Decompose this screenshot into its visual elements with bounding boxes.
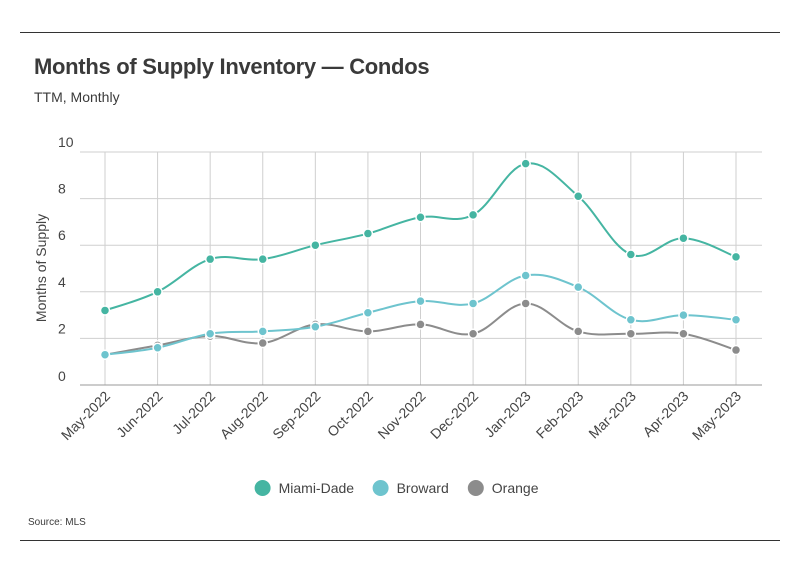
x-tick-label: May-2022 [58, 388, 113, 443]
data-point-broward [362, 307, 374, 319]
x-tick-label: Jul-2022 [169, 388, 218, 437]
y-tick-label: 2 [58, 320, 66, 336]
top-rule [20, 32, 780, 33]
x-tick-label: Mar-2023 [585, 388, 639, 442]
data-point-orange [467, 328, 479, 339]
data-point-broward [520, 270, 531, 281]
x-tick-label: Jun-2022 [113, 388, 166, 441]
data-point-miami-dade [257, 253, 268, 265]
legend-swatch-orange [467, 480, 484, 496]
data-point-miami-dade [99, 305, 111, 316]
legend-label-broward: Broward [397, 480, 449, 496]
x-tick-label: Aug-2022 [217, 388, 271, 442]
data-point-broward [467, 298, 479, 309]
bottom-rule [20, 540, 780, 541]
data-point-miami-dade [467, 209, 479, 221]
data-point-miami-dade [152, 286, 163, 298]
chart-title: Months of Supply Inventory — Condos [34, 54, 430, 79]
data-point-broward [678, 309, 689, 321]
grid-lines [80, 151, 762, 386]
data-point-broward [625, 314, 637, 326]
data-point-broward [573, 281, 584, 293]
data-point-orange [257, 337, 268, 349]
data-point-miami-dade [362, 228, 374, 239]
data-point-orange [625, 328, 637, 339]
y-axis-label: Months of Supply [33, 214, 49, 322]
data-point-broward [204, 328, 216, 339]
data-point-miami-dade [415, 211, 426, 223]
x-tick-label: Jan-2023 [481, 388, 534, 441]
data-point-miami-dade [678, 232, 689, 244]
x-tick-label: Nov-2022 [374, 388, 428, 442]
series-lines [99, 158, 742, 360]
y-tick-label: 0 [58, 368, 66, 384]
data-point-orange [573, 326, 584, 337]
data-point-orange [520, 298, 531, 309]
x-tick-label: Oct-2022 [324, 388, 376, 440]
data-point-miami-dade [204, 253, 216, 265]
data-point-miami-dade [730, 251, 742, 263]
data-point-miami-dade [520, 158, 531, 169]
legend: Miami-Dade Broward Orange [254, 480, 539, 496]
data-point-orange [415, 319, 426, 330]
data-point-miami-dade [310, 239, 321, 251]
y-tick-labels: 0 2 4 6 8 10 [58, 134, 74, 384]
x-tick-label: Sep-2022 [269, 388, 323, 442]
data-point-miami-dade [625, 249, 637, 260]
legend-swatch-broward [372, 480, 389, 496]
y-tick-label: 10 [58, 134, 74, 150]
x-tick-label: May-2023 [689, 388, 744, 443]
chart-subtitle: TTM, Monthly [34, 89, 120, 105]
source-note: Source: MLS [28, 517, 86, 528]
data-point-miami-dade [573, 191, 584, 202]
y-tick-label: 6 [58, 227, 66, 243]
x-tick-label: Dec-2022 [427, 388, 481, 442]
data-point-broward [257, 326, 268, 337]
data-point-broward [415, 295, 426, 307]
data-point-orange [730, 344, 742, 356]
legend-label-orange: Orange [492, 480, 539, 496]
data-point-broward [310, 321, 321, 332]
y-tick-label: 8 [58, 181, 66, 197]
legend-label-miami-dade: Miami-Dade [279, 480, 355, 496]
legend-swatch-miami-dade [254, 480, 271, 496]
y-tick-label: 4 [58, 274, 66, 290]
data-point-orange [678, 328, 689, 339]
data-point-broward [99, 349, 111, 360]
data-point-broward [152, 342, 163, 353]
data-point-orange [362, 326, 374, 337]
data-point-broward [730, 314, 742, 326]
x-tick-labels: May-2022 Jun-2022 Jul-2022Aug-2022Sep-2022… [58, 388, 744, 443]
x-tick-label: Feb-2023 [533, 388, 587, 442]
x-tick-label: Apr-2023 [639, 388, 691, 440]
